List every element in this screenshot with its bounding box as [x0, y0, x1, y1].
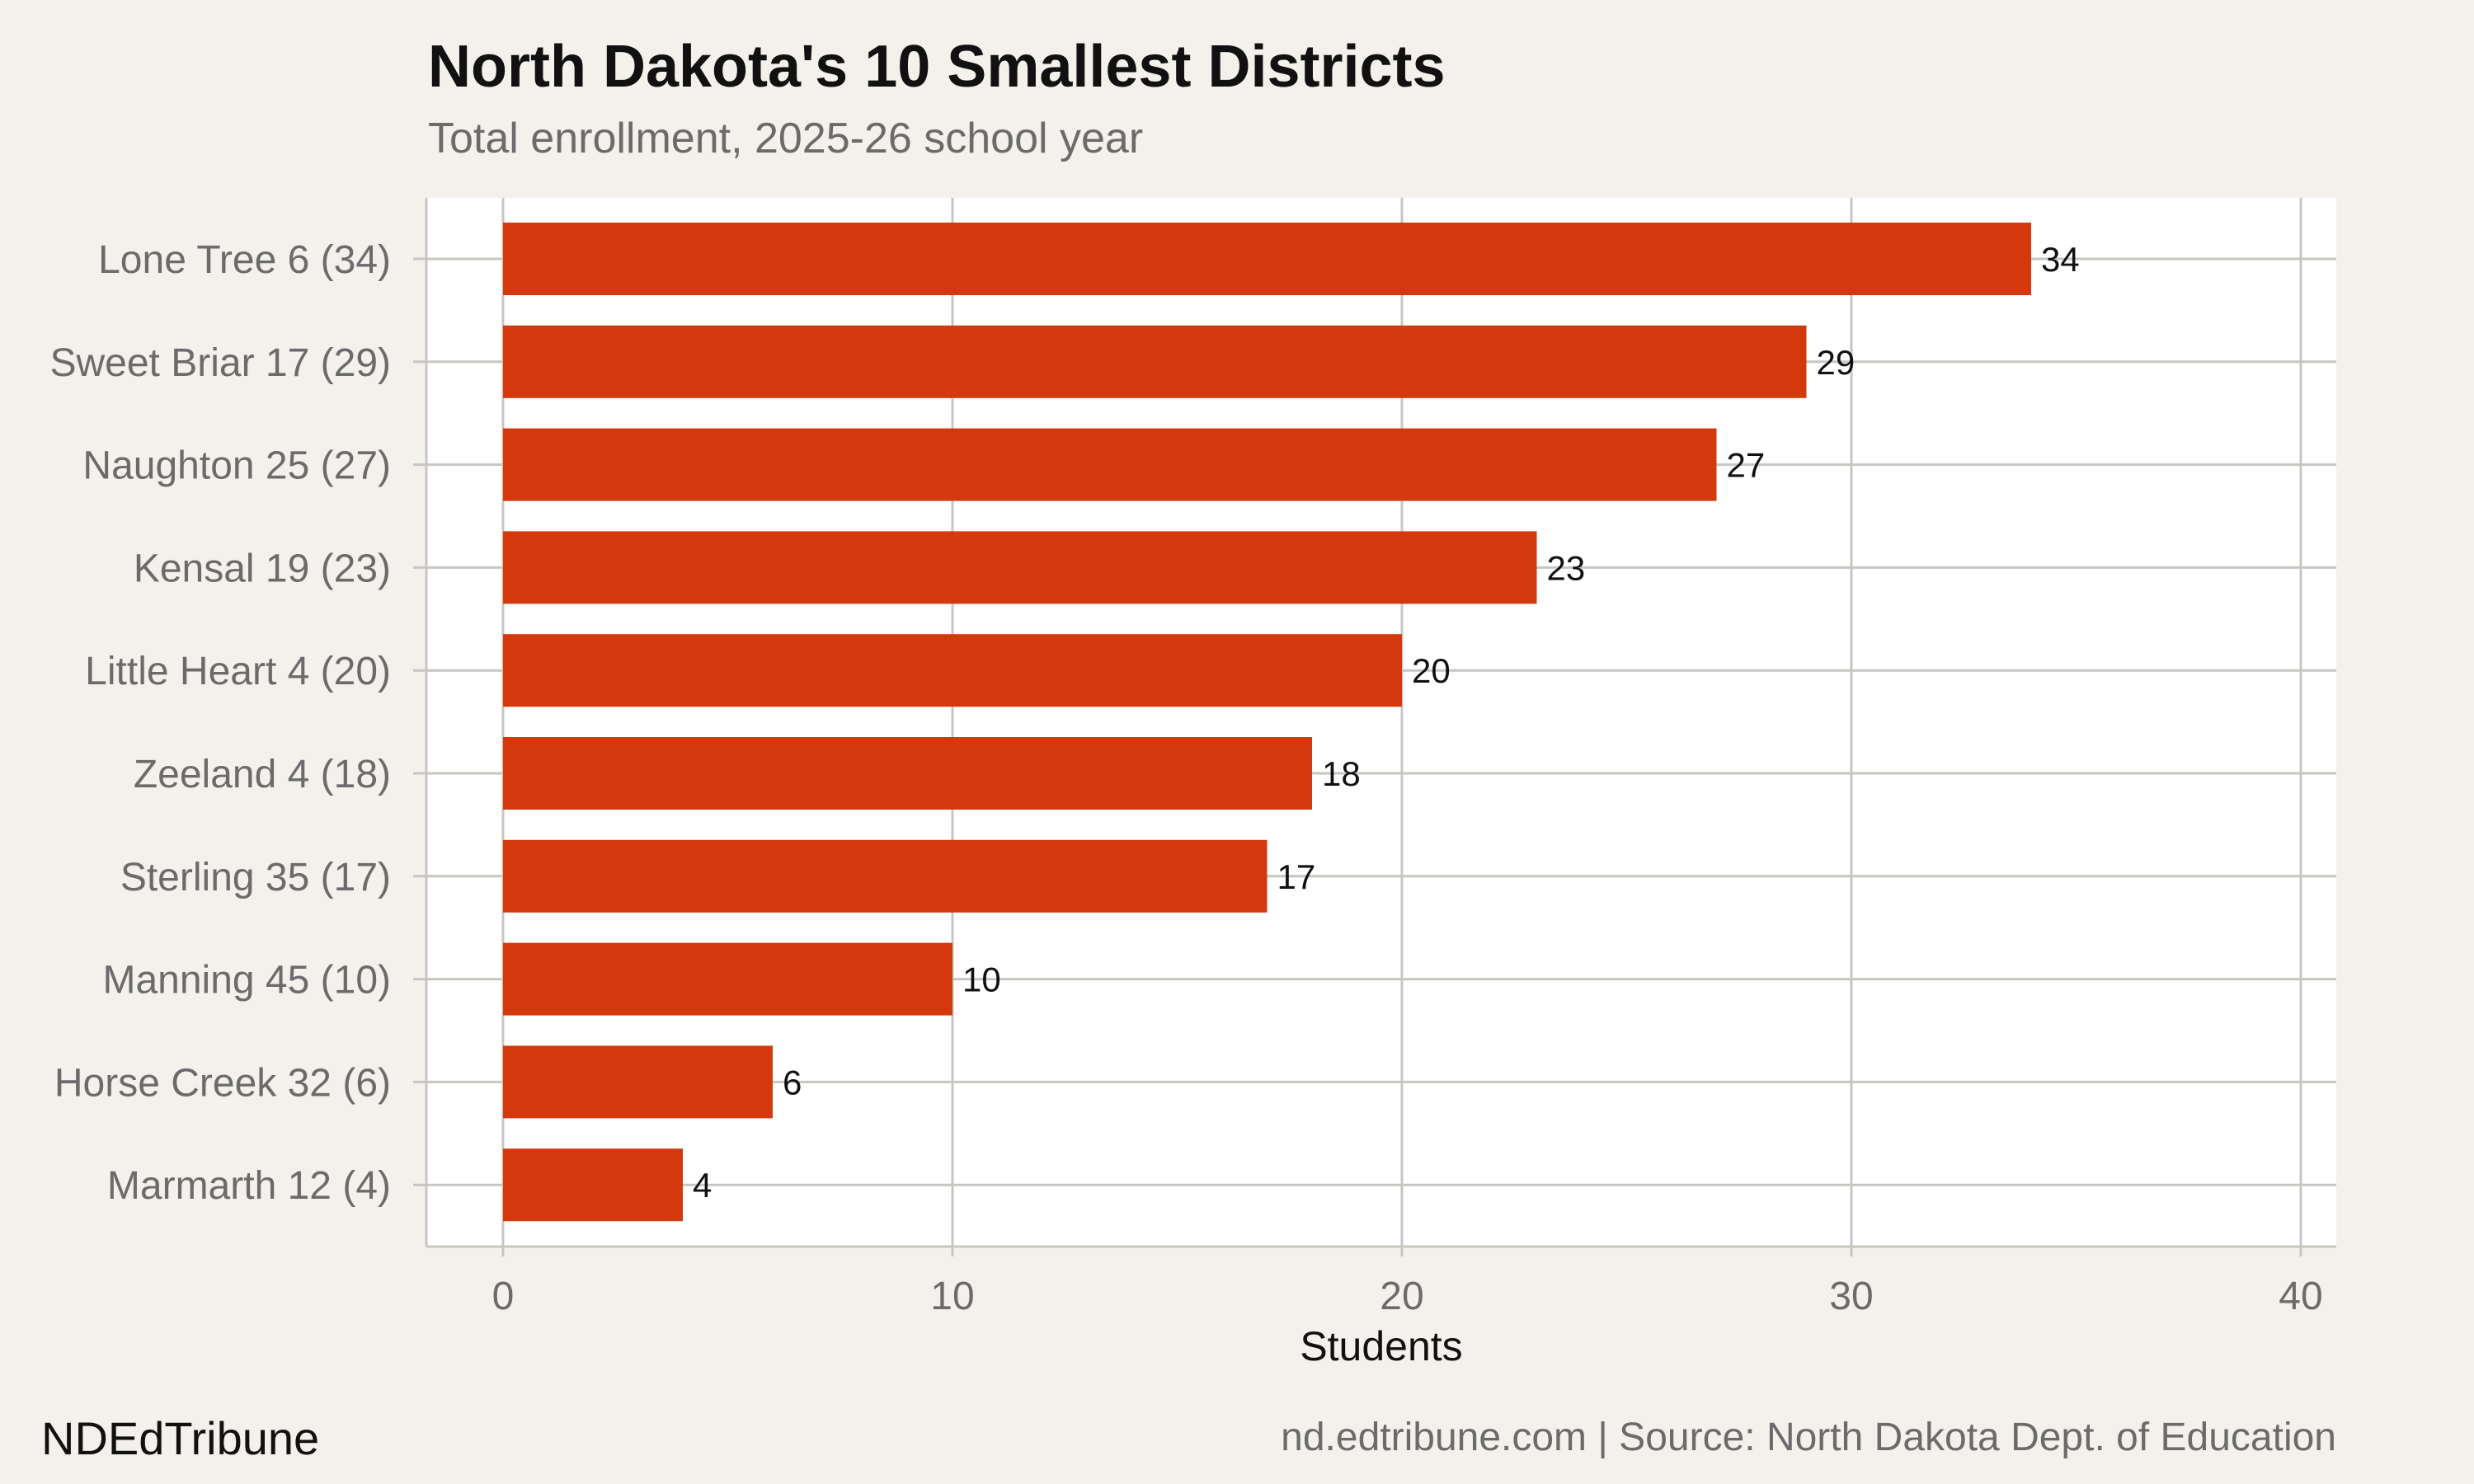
- bar-value-label: 29: [1817, 343, 1856, 382]
- x-axis-tick-labels: 0 10 20 30 40: [492, 1275, 2323, 1318]
- bar-value-label: 27: [1727, 446, 1766, 485]
- bar: [503, 223, 2031, 295]
- category-label: Lone Tree 6 (34): [98, 238, 391, 282]
- bar: [503, 531, 1537, 604]
- source-note: nd.edtribune.com | Source: North Dakota …: [1281, 1416, 2336, 1459]
- category-label: Kensal 19 (23): [134, 547, 391, 590]
- bar: [503, 634, 1402, 707]
- x-tick-label: 0: [492, 1275, 515, 1318]
- x-tick-label: 30: [1829, 1275, 1873, 1318]
- bar: [503, 1148, 683, 1222]
- bar-value-label: 6: [783, 1063, 802, 1101]
- bar-value-label: 18: [1322, 754, 1361, 793]
- chart-subtitle: Total enrollment, 2025-26 school year: [428, 115, 1144, 162]
- x-tick-label: 10: [930, 1275, 974, 1318]
- bar: [503, 428, 1717, 501]
- category-label: Sweet Briar 17 (29): [49, 341, 391, 385]
- bar: [503, 737, 1312, 810]
- category-label: Manning 45 (10): [102, 959, 391, 1003]
- y-axis-labels: Lone Tree 6 (34) Sweet Briar 17 (29) Naugh…: [49, 238, 391, 1208]
- brand-name: NDEdTribune: [41, 1412, 320, 1464]
- category-label: Horse Creek 32 (6): [54, 1061, 391, 1105]
- bar-value-label: 20: [1412, 651, 1451, 690]
- category-label: Sterling 35 (17): [120, 856, 391, 899]
- x-tick-label: 40: [2279, 1275, 2322, 1318]
- category-label: Little Heart 4 (20): [85, 650, 391, 693]
- bar: [503, 839, 1268, 913]
- bar-value-label: 4: [693, 1166, 712, 1205]
- axis-lines: [425, 198, 2336, 1248]
- category-label: Zeeland 4 (18): [134, 753, 391, 796]
- category-label: Naughton 25 (27): [82, 444, 391, 488]
- bar-value-label: 34: [2041, 240, 2080, 279]
- x-axis-title: Students: [1300, 1323, 1462, 1369]
- bar: [503, 942, 952, 1016]
- bar-value-label: 10: [962, 960, 1001, 999]
- chart-title: North Dakota's 10 Smallest Districts: [428, 34, 1446, 100]
- category-label: Marmarth 12 (4): [107, 1164, 391, 1208]
- bar: [503, 325, 1807, 398]
- bar-value-label: 17: [1277, 857, 1316, 896]
- value-labels: 34 29 27 23 20 18 17 10 6 4: [693, 240, 2080, 1205]
- bar-value-label: 23: [1547, 548, 1586, 587]
- x-tick-label: 20: [1380, 1275, 1423, 1318]
- bars: [503, 223, 2031, 1222]
- bar: [503, 1045, 773, 1119]
